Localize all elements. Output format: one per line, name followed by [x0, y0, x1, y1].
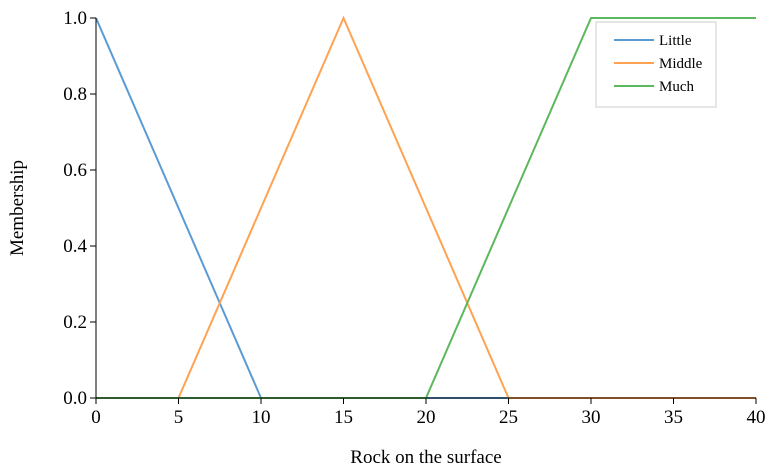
- y-tick-label: 0.0: [63, 388, 87, 409]
- x-tick-label: 15: [334, 407, 353, 428]
- legend-label: Middle: [659, 56, 703, 72]
- y-tick-label: 1.0: [63, 8, 87, 29]
- x-tick-label: 5: [174, 407, 184, 428]
- x-tick-label: 40: [747, 407, 766, 428]
- x-axis-title: Rock on the surface: [350, 447, 501, 468]
- legend-label: Much: [659, 79, 694, 95]
- x-tick-label: 35: [664, 407, 683, 428]
- y-tick-label: 0.4: [63, 236, 87, 257]
- y-axis-title: Membership: [7, 160, 28, 256]
- y-tick-label: 0.2: [63, 312, 87, 333]
- y-tick-label: 0.6: [63, 160, 87, 181]
- y-tick-label: 0.8: [63, 84, 87, 105]
- x-tick-label: 0: [91, 407, 101, 428]
- x-tick-label: 10: [252, 407, 271, 428]
- legend: Little Middle Much: [595, 21, 717, 108]
- y-axis-ticks: 0.0 0.2 0.4 0.6 0.8 1.0: [63, 8, 96, 409]
- x-tick-label: 30: [582, 407, 601, 428]
- legend-box: [595, 21, 717, 108]
- x-axis-ticks: 0 5 10 15 20 25 30 35 40: [91, 398, 766, 428]
- x-tick-label: 20: [417, 407, 436, 428]
- legend-label: Little: [659, 33, 692, 49]
- x-tick-label: 25: [499, 407, 518, 428]
